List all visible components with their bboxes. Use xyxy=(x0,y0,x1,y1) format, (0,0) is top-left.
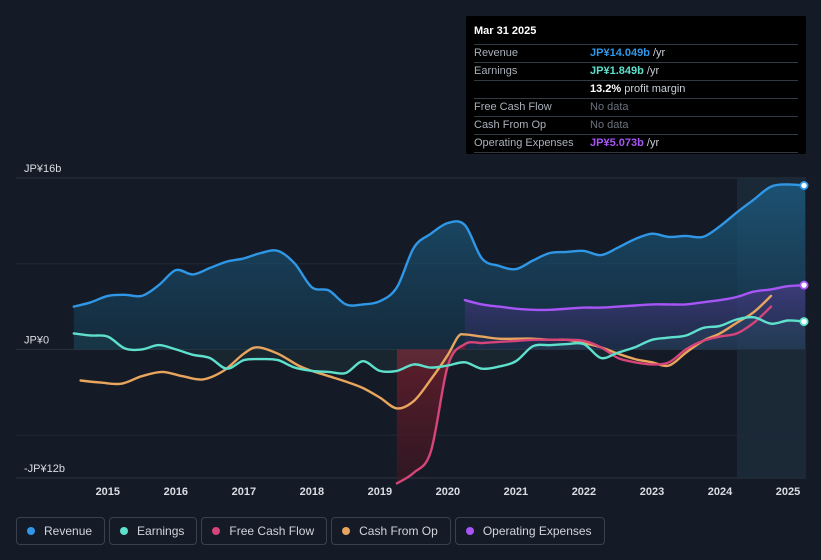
legend-item-cash-from-op[interactable]: Cash From Op xyxy=(331,517,451,545)
tooltip-row-value: JP¥5.073b /yr xyxy=(590,137,660,149)
tooltip-row: Earnings JP¥1.849b /yr xyxy=(474,63,798,81)
free-cash-flow-area xyxy=(396,344,465,484)
tooltip-row-label: Earnings xyxy=(474,65,518,77)
tooltip-date: Mar 31 2025 xyxy=(474,22,798,45)
tooltip-row: Free Cash Flow No data xyxy=(474,99,798,117)
legend: Revenue Earnings Free Cash Flow Cash From O… xyxy=(16,517,605,547)
x-tick-label: 2019 xyxy=(368,486,392,498)
series-end-markers xyxy=(799,180,809,327)
series-areas xyxy=(73,184,806,484)
tooltip-row: Operating Expenses JP¥5.073b /yr xyxy=(474,135,798,153)
line-operating-expenses xyxy=(463,283,807,312)
tooltip: Mar 31 2025 Revenue JP¥14.049b /yr Earning… xyxy=(466,16,806,154)
x-axis: 2015 2016 2017 2018 2019 2020 2021 2022 2023 2024… xyxy=(96,486,801,498)
x-tick-label: 2022 xyxy=(572,486,596,498)
x-tick-label: 2024 xyxy=(708,486,733,498)
tooltip-row-value: 13.2% profit margin xyxy=(590,83,686,95)
x-tick-label: 2025 xyxy=(776,486,800,498)
legend-item-operating-expenses[interactable]: Operating Expenses xyxy=(454,517,605,545)
end-marker-operating-expenses xyxy=(799,280,809,290)
tooltip-row: Cash From Op No data xyxy=(474,117,798,135)
legend-item-revenue[interactable]: Revenue xyxy=(16,517,106,545)
tooltip-row-value: JP¥14.049b /yr xyxy=(590,47,666,59)
x-tick-label: 2017 xyxy=(232,486,256,498)
x-tick-label: 2016 xyxy=(164,486,188,498)
legend-dot-icon xyxy=(27,527,35,535)
legend-dot-icon xyxy=(342,527,351,535)
tooltip-row-value: No data xyxy=(590,101,629,113)
y-tick-label: -JP¥12b xyxy=(24,463,65,475)
x-tick-label: 2018 xyxy=(300,486,324,498)
legend-label: Operating Expenses xyxy=(482,524,592,538)
x-tick-label: 2015 xyxy=(96,486,120,498)
end-marker-revenue xyxy=(799,180,809,190)
legend-label: Earnings xyxy=(137,524,185,538)
tooltip-row-value: JP¥1.849b /yr xyxy=(590,65,660,77)
tooltip-row-value: No data xyxy=(590,119,629,131)
legend-label: Revenue xyxy=(44,524,93,538)
legend-dot-icon xyxy=(465,527,474,535)
end-marker-earnings xyxy=(799,317,809,327)
line-revenue xyxy=(72,183,807,308)
y-tick-label: JP¥0 xyxy=(24,334,49,346)
y-tick-label: JP¥16b xyxy=(24,163,61,175)
tooltip-row: Revenue JP¥14.049b /yr xyxy=(474,45,798,63)
legend-dot-icon xyxy=(120,527,129,535)
line-earnings xyxy=(72,315,807,375)
x-tick-label: 2023 xyxy=(640,486,664,498)
tooltip-row: 13.2% profit margin xyxy=(474,81,798,99)
y-axis: JP¥16b JP¥0 -JP¥12b xyxy=(24,163,65,475)
line-free-cash-flow xyxy=(395,305,773,485)
series-lines xyxy=(72,183,807,485)
tooltip-rows: Revenue JP¥14.049b /yr Earnings JP¥1.849b /… xyxy=(474,45,798,153)
legend-label: Free Cash Flow xyxy=(229,524,315,538)
tooltip-row-label: Operating Expenses xyxy=(474,137,574,149)
x-tick-label: 2021 xyxy=(504,486,528,498)
tooltip-row-label: Revenue xyxy=(474,47,519,59)
tooltip-row-label: Cash From Op xyxy=(474,119,547,131)
tooltip-row-label xyxy=(474,81,590,98)
earnings-area xyxy=(73,317,806,374)
tooltip-row-label: Free Cash Flow xyxy=(474,101,552,113)
x-tick-label: 2020 xyxy=(436,486,460,498)
legend-item-free-cash-flow[interactable]: Free Cash Flow xyxy=(201,517,328,545)
legend-item-earnings[interactable]: Earnings xyxy=(109,517,198,545)
legend-dot-icon xyxy=(212,527,221,535)
legend-label: Cash From Op xyxy=(359,524,438,538)
